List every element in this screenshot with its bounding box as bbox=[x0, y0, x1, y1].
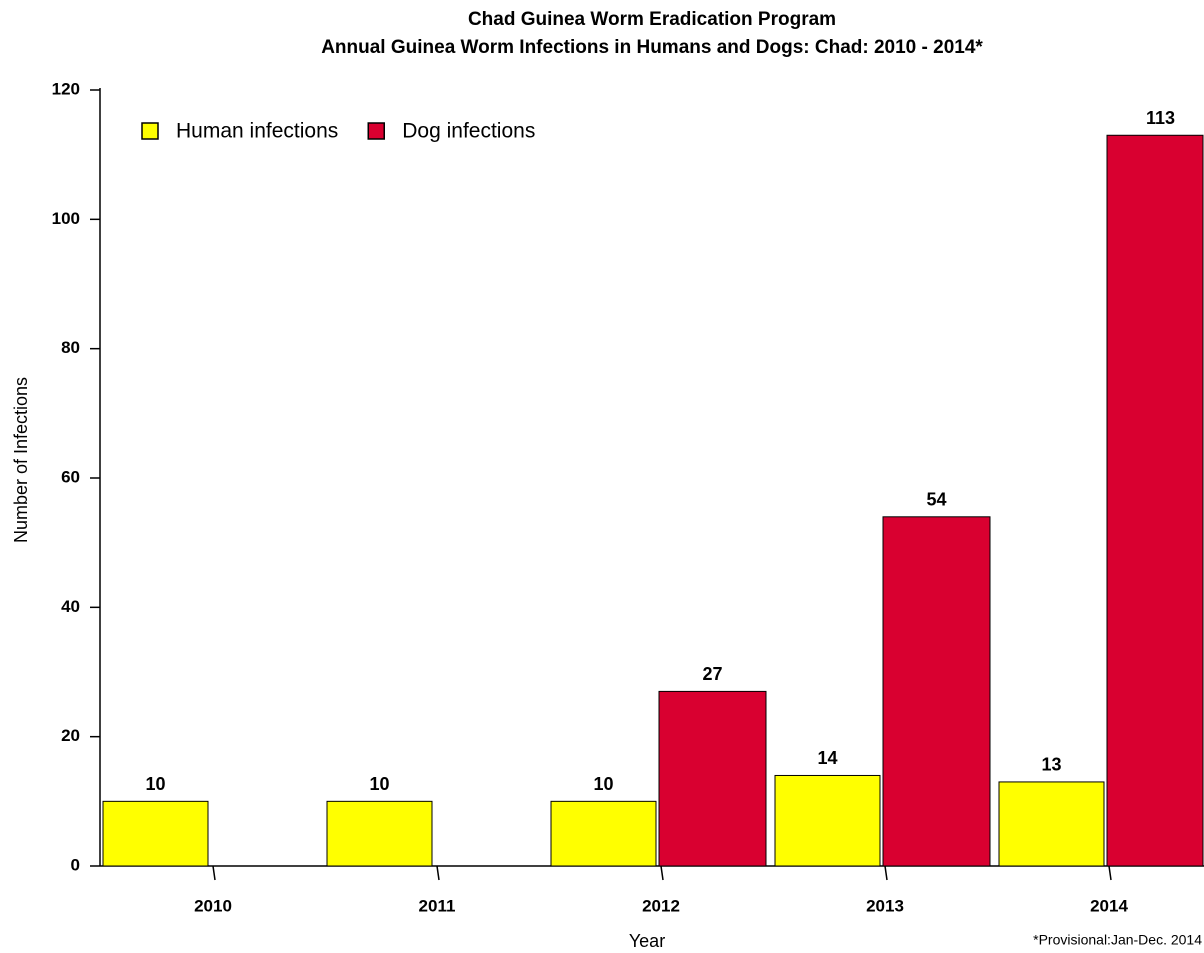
value-label: 54 bbox=[926, 490, 946, 510]
x-tick bbox=[1108, 865, 1112, 881]
x-axis-label: Year bbox=[629, 931, 665, 951]
bar bbox=[326, 800, 433, 867]
chart-subtitle: Annual Guinea Worm Infections in Humans … bbox=[321, 37, 983, 58]
bar bbox=[550, 800, 657, 867]
y-tick-label: 80 bbox=[61, 338, 80, 357]
x-tick bbox=[436, 865, 440, 881]
value-label: 27 bbox=[702, 664, 722, 684]
value-label: 113 bbox=[1146, 108, 1175, 128]
footnote: *Provisional:Jan-Dec. 2014 bbox=[1033, 932, 1202, 948]
value-label: 13 bbox=[1041, 755, 1061, 775]
value-label: 10 bbox=[145, 774, 165, 794]
x-tick bbox=[660, 865, 664, 881]
bar bbox=[998, 781, 1105, 867]
y-tick-label: 0 bbox=[71, 855, 80, 874]
legend-label: Dog infections bbox=[402, 120, 535, 143]
bar bbox=[1106, 134, 1204, 867]
value-label: 10 bbox=[369, 774, 389, 794]
value-label: 10 bbox=[593, 774, 613, 794]
y-tick-label: 20 bbox=[61, 726, 80, 745]
bar bbox=[774, 774, 881, 867]
y-tick-label: 100 bbox=[52, 209, 80, 228]
bar bbox=[658, 690, 767, 867]
x-tick-label: 2010 bbox=[194, 896, 232, 915]
x-tick-label: 2012 bbox=[642, 896, 680, 915]
x-tick bbox=[884, 865, 888, 881]
x-tick-label: 2011 bbox=[419, 896, 456, 915]
legend-swatch bbox=[141, 122, 159, 140]
chart-title: Chad Guinea Worm Eradication Program bbox=[468, 9, 836, 30]
x-tick-label: 2014 bbox=[1090, 896, 1128, 915]
bar bbox=[882, 516, 991, 867]
x-tick-label: 2013 bbox=[866, 896, 904, 915]
value-label: 14 bbox=[817, 748, 837, 768]
bar bbox=[102, 800, 209, 867]
y-tick-label: 60 bbox=[61, 467, 80, 486]
x-tick bbox=[212, 865, 216, 881]
y-axis-label: Number of Infections bbox=[11, 377, 31, 543]
legend-swatch bbox=[367, 122, 385, 140]
legend-label: Human infections bbox=[176, 120, 338, 143]
y-tick-label: 120 bbox=[52, 79, 80, 98]
y-tick-label: 40 bbox=[61, 597, 80, 616]
